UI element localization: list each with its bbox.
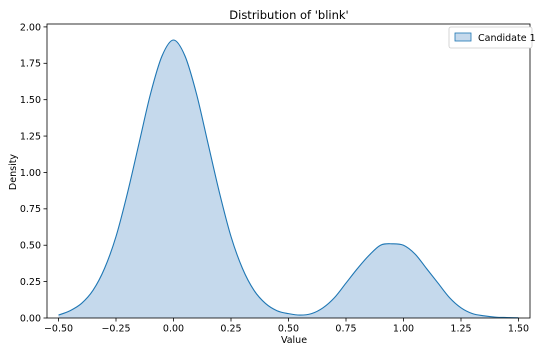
x-tick-label: −0.50 <box>44 324 73 335</box>
y-axis-ticks: 0.00 0.25 0.50 0.75 1.00 1.25 1.50 1.75 2.00 <box>20 22 47 324</box>
x-tick-label: 0.25 <box>220 324 241 335</box>
y-tick-label: 0.75 <box>20 204 41 215</box>
x-tick-label: 0.00 <box>163 324 184 335</box>
y-tick-label: 1.75 <box>20 59 41 70</box>
x-tick-label: 1.00 <box>393 324 414 335</box>
chart-title: Distribution of 'blink' <box>229 8 348 22</box>
y-tick-label: 1.00 <box>20 168 41 179</box>
legend-swatch <box>454 32 472 42</box>
y-tick-label: 1.50 <box>20 95 41 106</box>
series-line <box>58 39 519 319</box>
x-tick-label: −0.25 <box>101 324 130 335</box>
x-tick-label: 0.75 <box>335 324 356 335</box>
x-tick-label: 0.50 <box>278 324 299 335</box>
y-tick-label: 0.25 <box>20 277 41 288</box>
legend-box <box>448 26 533 49</box>
legend: Candidate 1 <box>448 26 536 49</box>
x-axis-label: Value <box>281 335 307 346</box>
y-tick-label: 1.25 <box>20 131 41 142</box>
x-tick-label: 1.50 <box>508 324 529 335</box>
legend-label: Candidate 1 <box>478 33 536 44</box>
y-tick-label: 2.00 <box>20 22 41 33</box>
x-axis-ticks: −0.50 −0.25 0.00 0.25 0.50 0.75 1.00 1.25 1.50 <box>44 318 529 335</box>
series-fill-area <box>58 40 519 318</box>
plot-area <box>58 39 519 319</box>
x-tick-label: 1.25 <box>450 324 471 335</box>
y-tick-label: 0.00 <box>20 313 41 324</box>
y-tick-label: 0.50 <box>20 241 41 252</box>
y-axis-label: Density <box>8 154 19 190</box>
